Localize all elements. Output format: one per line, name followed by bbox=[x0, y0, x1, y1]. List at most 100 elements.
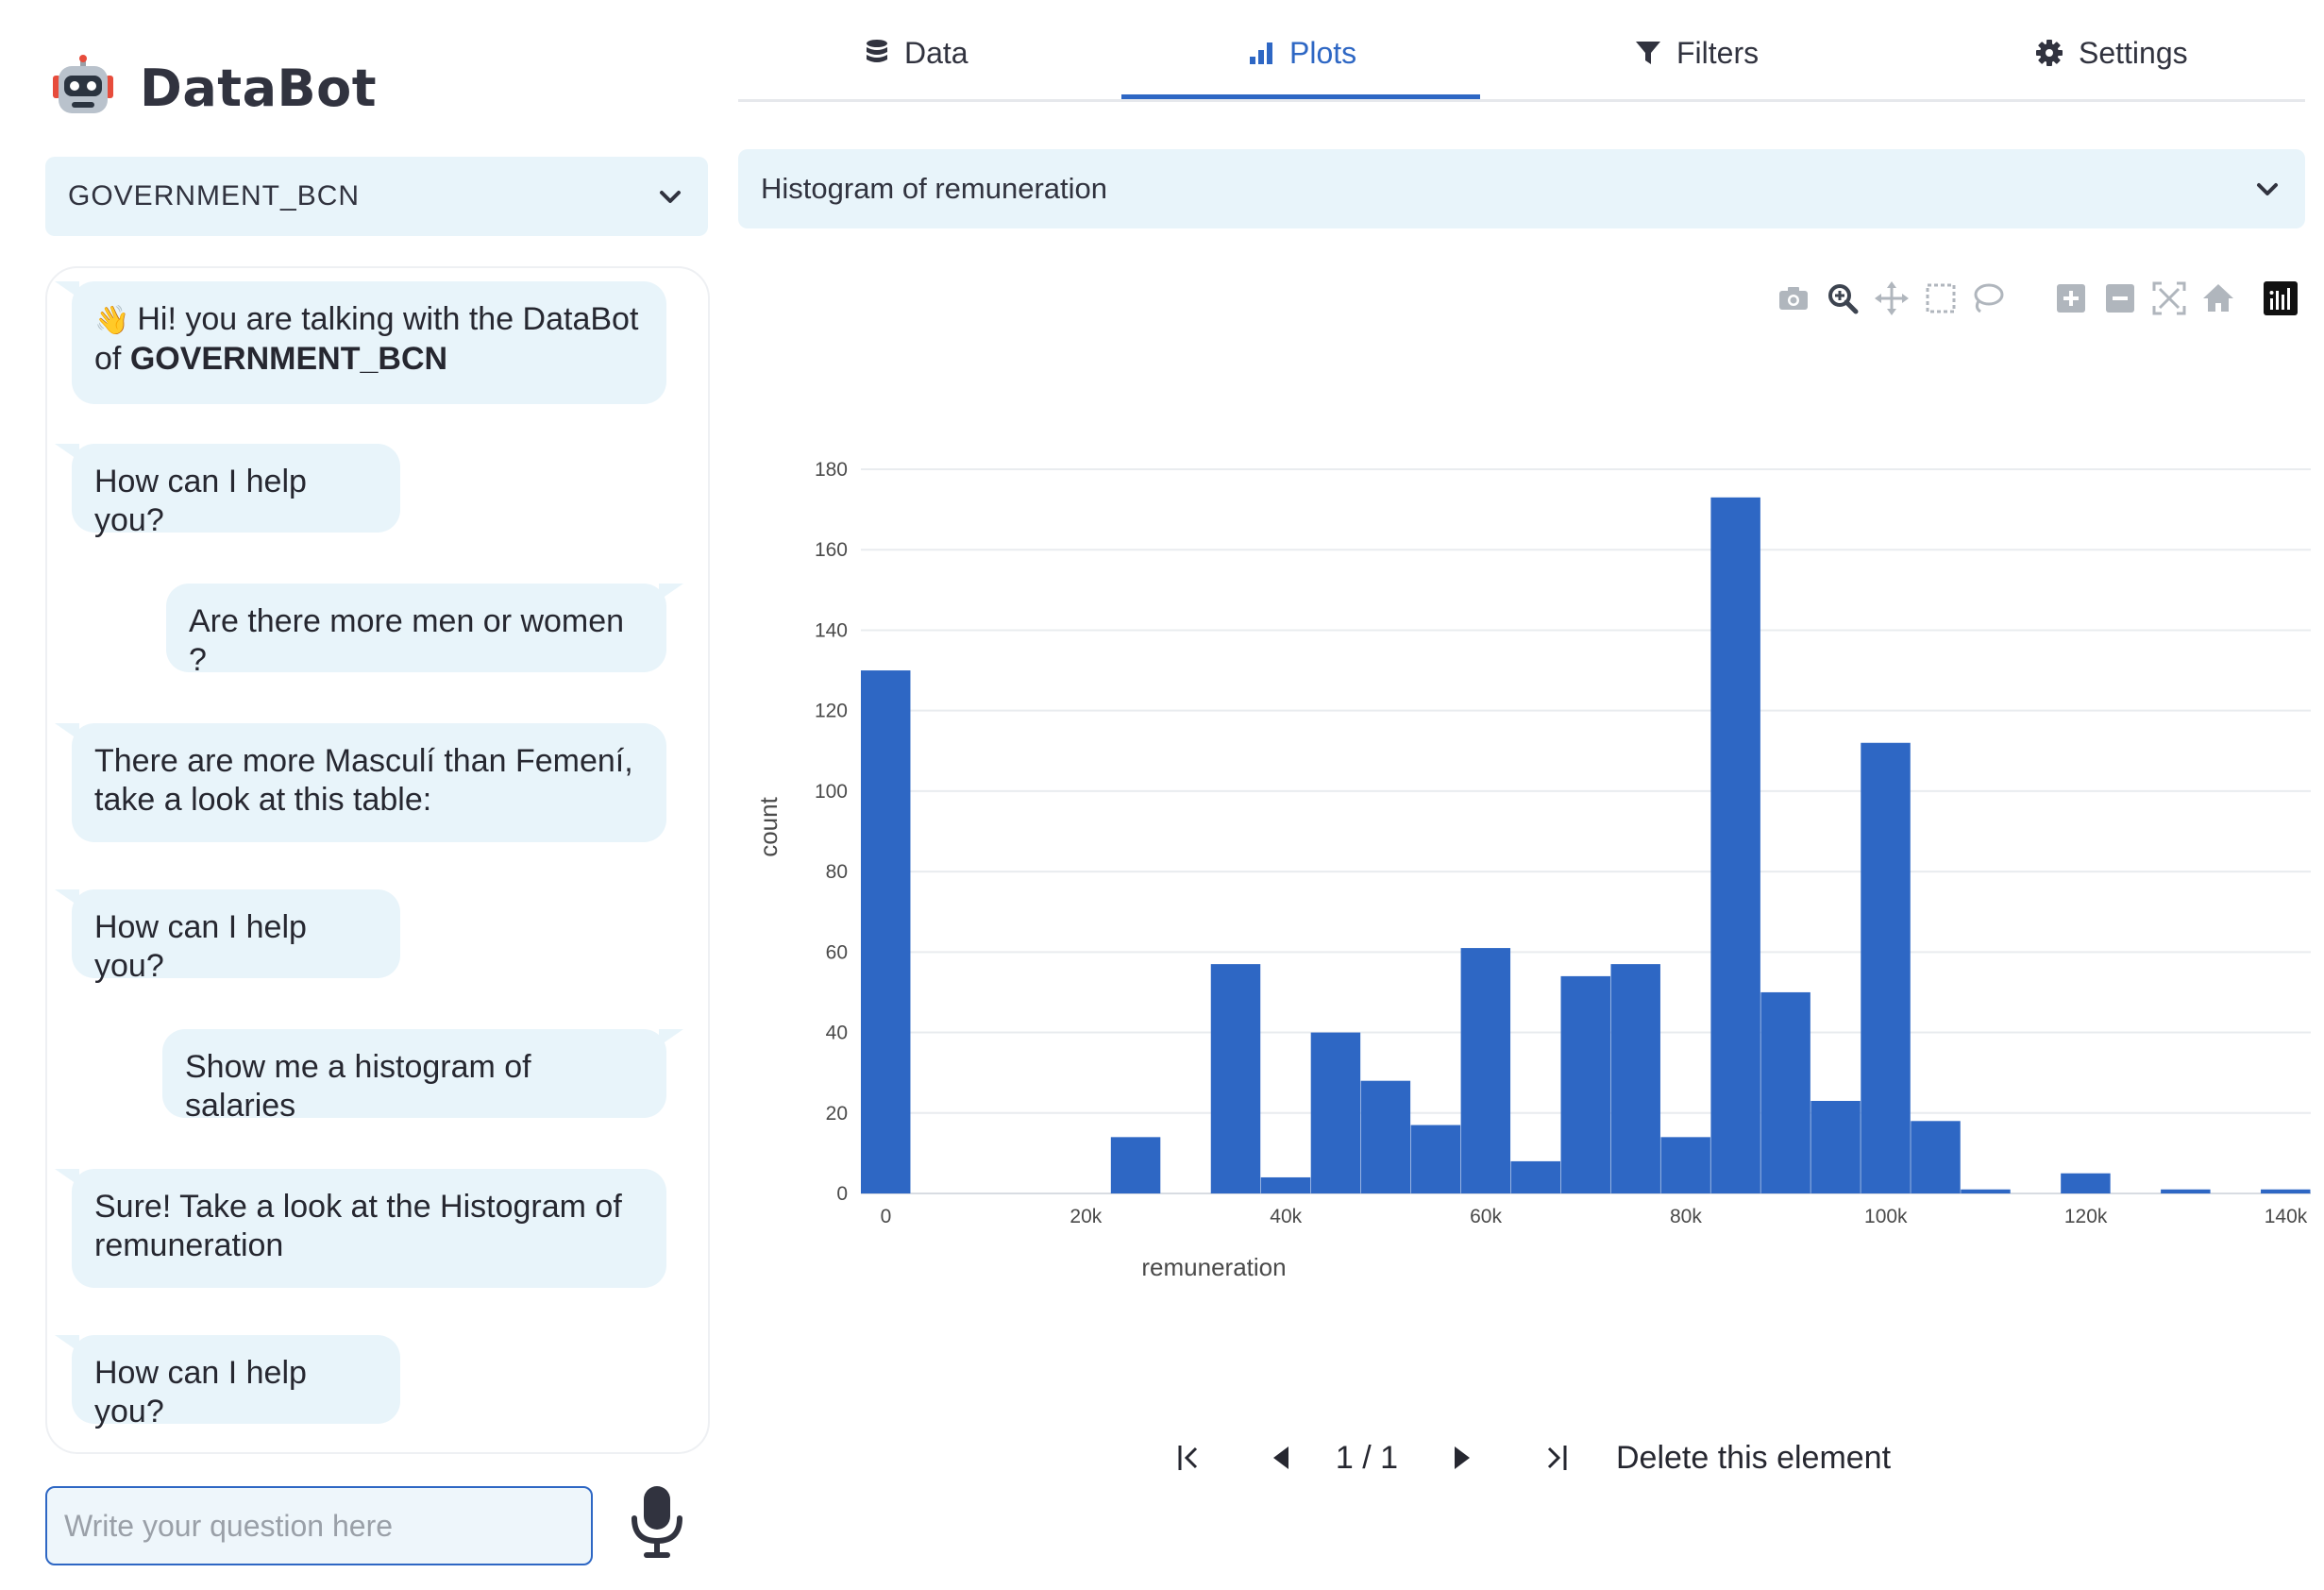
app-title: DataBot bbox=[140, 58, 378, 118]
lasso-icon[interactable] bbox=[1969, 279, 2007, 317]
histogram-bar bbox=[1610, 964, 1660, 1193]
delete-element-button[interactable]: Delete this element bbox=[1616, 1439, 1892, 1476]
prev-page-button[interactable] bbox=[1252, 1431, 1308, 1484]
zoom-out-icon[interactable] bbox=[2101, 279, 2139, 317]
chat-message: How can I help you? bbox=[55, 444, 400, 538]
x-tick-label: 140k bbox=[2265, 1206, 2308, 1227]
chevron-down-icon bbox=[660, 191, 681, 203]
next-page-button[interactable] bbox=[1435, 1431, 1491, 1484]
tab-data[interactable]: Data bbox=[865, 26, 968, 79]
dataset-select[interactable]: GOVERNMENT_BCN bbox=[45, 157, 708, 236]
histogram-bar bbox=[1560, 975, 1610, 1193]
x-tick-labels: 0 20k 40k 60k 80k 100k 120k 140k bbox=[881, 1206, 2308, 1227]
histogram-bar bbox=[1660, 1137, 1710, 1193]
histogram-bar bbox=[1460, 948, 1511, 1193]
chat-message: How can I help you? bbox=[55, 889, 400, 984]
chat-greeting: 👋 Hi! you are talking with the DataBot of… bbox=[55, 281, 666, 404]
histogram-bar bbox=[2061, 1173, 2111, 1193]
histogram-bar bbox=[1210, 964, 1261, 1193]
wave-icon: 👋 bbox=[94, 305, 130, 336]
tab-label: Plots bbox=[1289, 35, 1357, 70]
y-tick-label: 180 bbox=[815, 459, 848, 481]
tab-bar: Data Plots Filters Settings bbox=[738, 0, 2305, 102]
zoom-icon[interactable] bbox=[1824, 279, 1861, 317]
histogram-chart[interactable]: 0 20 40 60 80 100 120 140 160 180 0 20k 40k 60k 80k 10… bbox=[738, 415, 2315, 1322]
histogram-bar bbox=[1260, 1176, 1311, 1193]
x-tick-label: 0 bbox=[881, 1206, 892, 1227]
plot-select[interactable]: Histogram of remuneration bbox=[738, 149, 2305, 228]
chat-panel[interactable]: 👋 Hi! you are talking with the DataBot of… bbox=[45, 266, 710, 1454]
x-tick-label: 80k bbox=[1670, 1206, 1702, 1227]
y-tick-labels: 0 20 40 60 80 100 120 140 160 180 bbox=[815, 459, 848, 1205]
filter-icon bbox=[1636, 42, 1660, 64]
chat-message: Show me a histogram of salaries bbox=[162, 1029, 683, 1124]
camera-icon[interactable] bbox=[1775, 279, 1812, 317]
tab-label: Data bbox=[904, 35, 968, 70]
histogram-bar bbox=[1810, 1100, 1861, 1193]
y-tick-label: 0 bbox=[836, 1183, 848, 1205]
histogram-bar bbox=[861, 670, 911, 1193]
tab-settings[interactable]: Settings bbox=[2035, 26, 2188, 79]
active-tab-indicator bbox=[1121, 94, 1480, 99]
box-select-icon[interactable] bbox=[1922, 279, 1960, 317]
last-page-button[interactable] bbox=[1527, 1431, 1584, 1484]
app-brand: DataBot bbox=[49, 55, 377, 121]
y-tick-label: 80 bbox=[826, 861, 848, 883]
caret-right-icon bbox=[1455, 1446, 1470, 1469]
first-page-button[interactable] bbox=[1161, 1431, 1218, 1484]
histogram-bar bbox=[1110, 1137, 1161, 1193]
plotly-logo-icon[interactable] bbox=[2262, 279, 2299, 317]
x-tick-label: 60k bbox=[1470, 1206, 1502, 1227]
pager: 1 / 1 Delete this element bbox=[1161, 1431, 2011, 1484]
x-tick-label: 100k bbox=[1864, 1206, 1908, 1227]
chat-message: How can I help you? bbox=[55, 1335, 400, 1429]
gear-icon bbox=[2036, 40, 2063, 66]
microphone-icon[interactable] bbox=[627, 1482, 687, 1562]
home-icon[interactable] bbox=[2199, 279, 2237, 317]
autoscale-icon[interactable] bbox=[2150, 279, 2188, 317]
y-tick-label: 100 bbox=[815, 781, 848, 803]
histogram-bar bbox=[1760, 991, 1810, 1193]
y-tick-label: 140 bbox=[815, 619, 848, 641]
x-tick-label: 120k bbox=[2064, 1206, 2108, 1227]
y-tick-label: 120 bbox=[815, 701, 848, 722]
histogram-bar bbox=[1861, 742, 1911, 1193]
chat-message: Sure! Take a look at the Histogram of re… bbox=[55, 1169, 666, 1288]
chat-message: Are there more men or women ? bbox=[166, 584, 683, 678]
chat-message: There are more Masculí than Femení, take… bbox=[55, 723, 666, 842]
y-tick-label: 40 bbox=[826, 1023, 848, 1044]
histogram-bar bbox=[1410, 1125, 1461, 1193]
tab-label: Settings bbox=[2079, 35, 2188, 70]
last-page-icon bbox=[1547, 1446, 1567, 1470]
histogram-bar bbox=[1961, 1189, 2011, 1193]
first-page-icon bbox=[1178, 1446, 1198, 1470]
database-icon bbox=[867, 40, 887, 62]
y-tick-label: 160 bbox=[815, 539, 848, 561]
caret-left-icon bbox=[1273, 1446, 1288, 1469]
plot-select-value: Histogram of remuneration bbox=[761, 172, 1107, 205]
x-axis-title: remuneration bbox=[1141, 1253, 1286, 1281]
tab-label: Filters bbox=[1676, 35, 1760, 70]
greeting-dataset: GOVERNMENT_BCN bbox=[129, 341, 448, 377]
histogram-bar bbox=[2261, 1189, 2311, 1193]
robot-icon bbox=[53, 55, 113, 113]
histogram-bar bbox=[2161, 1189, 2211, 1193]
x-tick-label: 40k bbox=[1270, 1206, 1302, 1227]
greeting-text: Hi! you are talking with the DataBot of bbox=[94, 301, 639, 377]
page-indicator: 1 / 1 bbox=[1335, 1439, 1399, 1476]
y-tick-label: 20 bbox=[826, 1103, 848, 1125]
y-axis-title: count bbox=[754, 796, 783, 856]
bars bbox=[861, 497, 2311, 1193]
tab-filters[interactable]: Filters bbox=[1635, 26, 1759, 79]
bar-chart-icon bbox=[1250, 42, 1272, 64]
histogram-bar bbox=[1510, 1160, 1561, 1193]
histogram-bar bbox=[1310, 1032, 1361, 1193]
tab-plots[interactable]: Plots bbox=[1248, 26, 1356, 79]
y-tick-label: 60 bbox=[826, 941, 848, 963]
pan-icon[interactable] bbox=[1873, 279, 1911, 317]
histogram-bar bbox=[1360, 1080, 1411, 1193]
histogram-bar bbox=[1911, 1121, 1961, 1193]
question-input[interactable] bbox=[45, 1486, 593, 1565]
zoom-in-icon[interactable] bbox=[2052, 279, 2090, 317]
histogram-bar bbox=[1710, 497, 1760, 1193]
